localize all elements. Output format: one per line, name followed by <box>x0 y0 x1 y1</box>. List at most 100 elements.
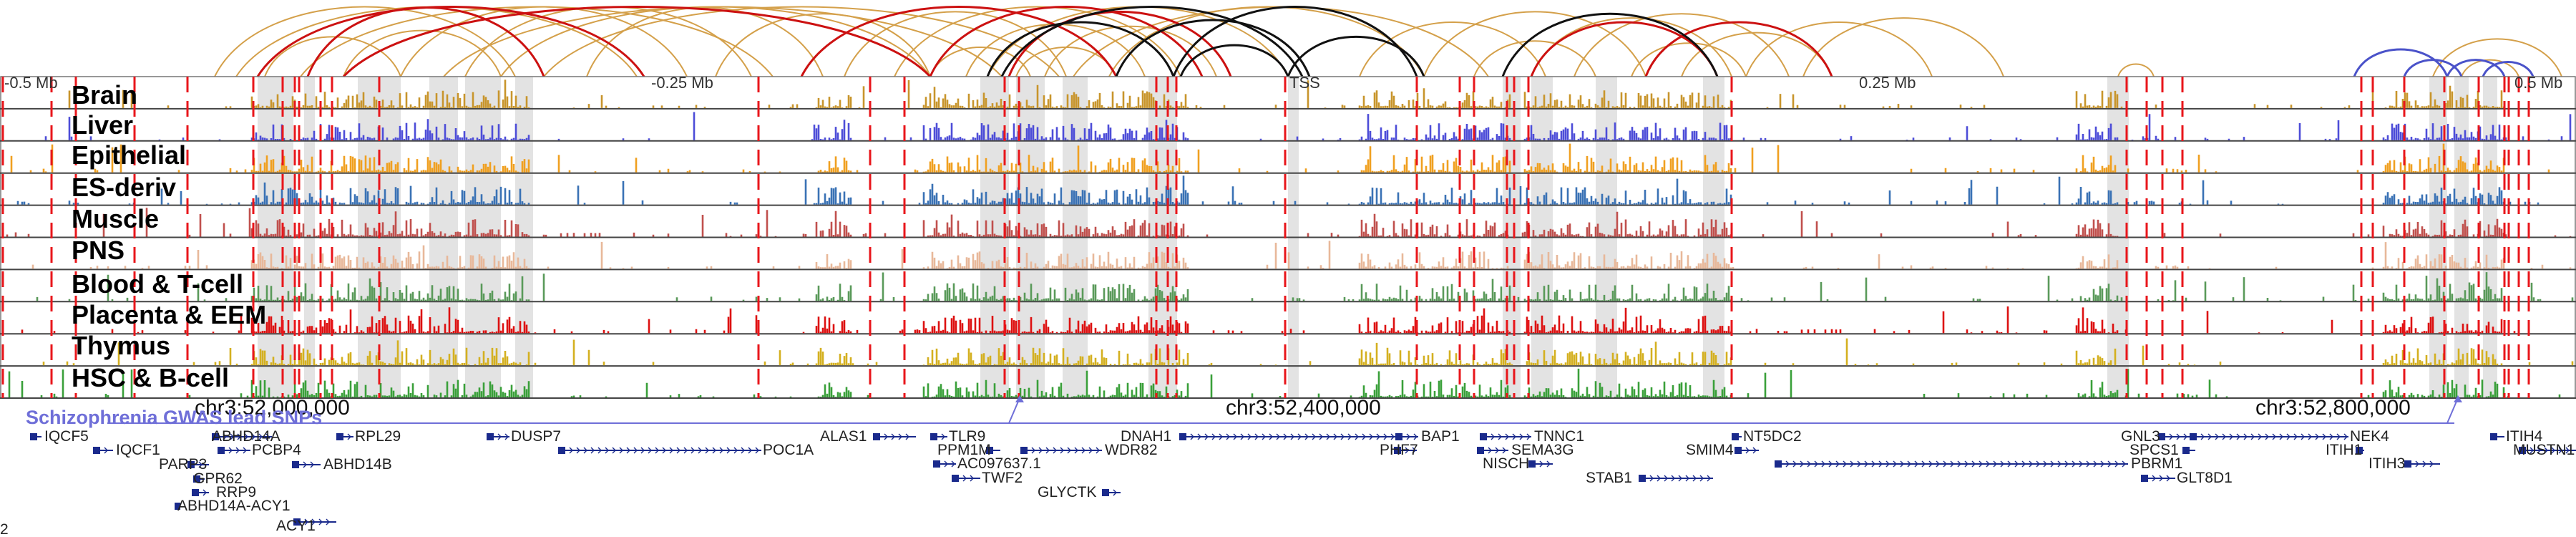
gene-exon <box>218 447 225 454</box>
strand-chevron <box>1096 447 1100 454</box>
strand-chevron <box>235 447 240 454</box>
snp-marker <box>1015 395 1024 402</box>
signal-peaks <box>44 112 2572 140</box>
strand-chevron <box>1240 433 1244 440</box>
strand-chevron <box>662 447 666 454</box>
gene-label: STAB1 <box>1586 470 1632 486</box>
strand-chevron <box>733 447 738 454</box>
loop-arc <box>1008 10 1232 77</box>
strand-chevron <box>223 433 227 440</box>
strand-chevron <box>2279 433 2283 440</box>
loop-arc <box>1745 21 1933 77</box>
strand-chevron <box>2079 460 2083 468</box>
gene-label: PARP3 <box>159 456 207 473</box>
loop-arc <box>500 6 931 77</box>
axis-label-left: -0.5 Mb <box>4 74 58 92</box>
gene-exon <box>873 433 880 440</box>
strand-chevron <box>2072 460 2076 468</box>
strand-chevron <box>1546 460 1551 468</box>
gene-label: ITIH1 <box>2326 442 2362 458</box>
strand-chevron <box>1297 433 1302 440</box>
gene-exon <box>558 447 565 454</box>
strand-chevron <box>1893 460 1897 468</box>
gene-label: ACY1 <box>276 518 316 534</box>
strand-chevron <box>2064 460 2069 468</box>
loop-arc <box>2446 59 2506 77</box>
strand-chevron <box>1304 433 1309 440</box>
gene-label: SMIM4 <box>1686 442 1734 458</box>
strand-chevron <box>1821 460 1825 468</box>
loop-arc <box>306 6 545 77</box>
gene-label: SPCS1 <box>2129 442 2179 458</box>
loop-arc <box>1179 44 1289 77</box>
strand-chevron <box>1413 433 1418 440</box>
strand-chevron <box>303 461 307 468</box>
signal-peaks <box>36 272 2574 301</box>
strand-chevron <box>1276 433 1280 440</box>
loop-arc <box>844 11 1067 77</box>
strand-chevron <box>2200 433 2205 440</box>
strand-chevron <box>1045 447 1050 454</box>
loop-arc <box>986 21 1175 77</box>
strand-chevron <box>1857 460 1861 468</box>
strand-chevron <box>1355 433 1359 440</box>
strand-chevron <box>2558 447 2562 454</box>
strand-chevron <box>2286 433 2290 440</box>
strand-chevron <box>1498 433 1502 440</box>
strand-chevron <box>1671 475 1675 482</box>
strand-chevron <box>1526 433 1531 440</box>
gene-exon <box>175 503 180 510</box>
strand-chevron <box>1060 447 1064 454</box>
gene-exon <box>1394 447 1401 454</box>
strand-chevron <box>1745 447 1750 454</box>
gene-exon <box>487 433 494 440</box>
gene-exon <box>1735 447 1742 454</box>
gene-exon <box>2490 433 2497 440</box>
strand-chevron <box>1792 460 1797 468</box>
strand-chevron <box>2265 433 2269 440</box>
strand-chevron <box>2169 433 2173 440</box>
gene-exon <box>293 518 301 526</box>
strand-chevron <box>1190 433 1194 440</box>
strand-chevron <box>597 447 602 454</box>
strand-chevron <box>1900 460 1904 468</box>
loop-arc <box>1631 42 1747 77</box>
strand-chevron <box>2021 460 2026 468</box>
strand-chevron <box>2336 433 2341 440</box>
strand-chevron <box>1539 460 1543 468</box>
strand-chevron <box>1053 447 1057 454</box>
strand-chevron <box>2322 433 2326 440</box>
loop-arc <box>1359 21 1546 77</box>
strand-chevron <box>2565 447 2570 454</box>
strand-chevron <box>243 447 247 454</box>
signal-peaks <box>10 143 2550 173</box>
gene-exon <box>1102 489 1109 496</box>
strand-chevron <box>2014 460 2019 468</box>
strand-chevron <box>1406 433 1410 440</box>
strand-chevron <box>304 518 308 526</box>
strand-chevron <box>347 433 351 440</box>
strand-chevron <box>504 433 509 440</box>
strand-chevron <box>605 447 609 454</box>
gene-label: GLT8D1 <box>2177 470 2233 486</box>
axis-label-mid-left: -0.25 Mb <box>651 74 713 92</box>
snp-track-title: Schizophrenia GWAS lead SNPs <box>26 407 322 428</box>
signal-track-6 <box>36 272 2574 301</box>
strand-chevron <box>619 447 623 454</box>
gene-label: MUSTN1 <box>2513 442 2575 458</box>
axis-label-right: 0.5 Mb <box>2514 74 2562 92</box>
strand-chevron <box>726 447 731 454</box>
strand-chevron <box>2258 433 2262 440</box>
gene-label: ABHD14A-ACY1 <box>177 498 291 514</box>
signal-peaks <box>42 338 2574 366</box>
loop-arc <box>1644 21 1833 77</box>
coord-label-52800000: chr3:52,800,000 <box>2255 396 2411 420</box>
strand-chevron <box>1262 433 1266 440</box>
strand-chevron <box>2293 433 2298 440</box>
strand-chevron <box>228 447 233 454</box>
strand-chevron <box>1986 460 1990 468</box>
loop-arc <box>1501 12 1719 77</box>
strand-chevron <box>1843 460 1847 468</box>
loop-arc <box>256 6 645 77</box>
loop-arc <box>1802 17 2004 77</box>
